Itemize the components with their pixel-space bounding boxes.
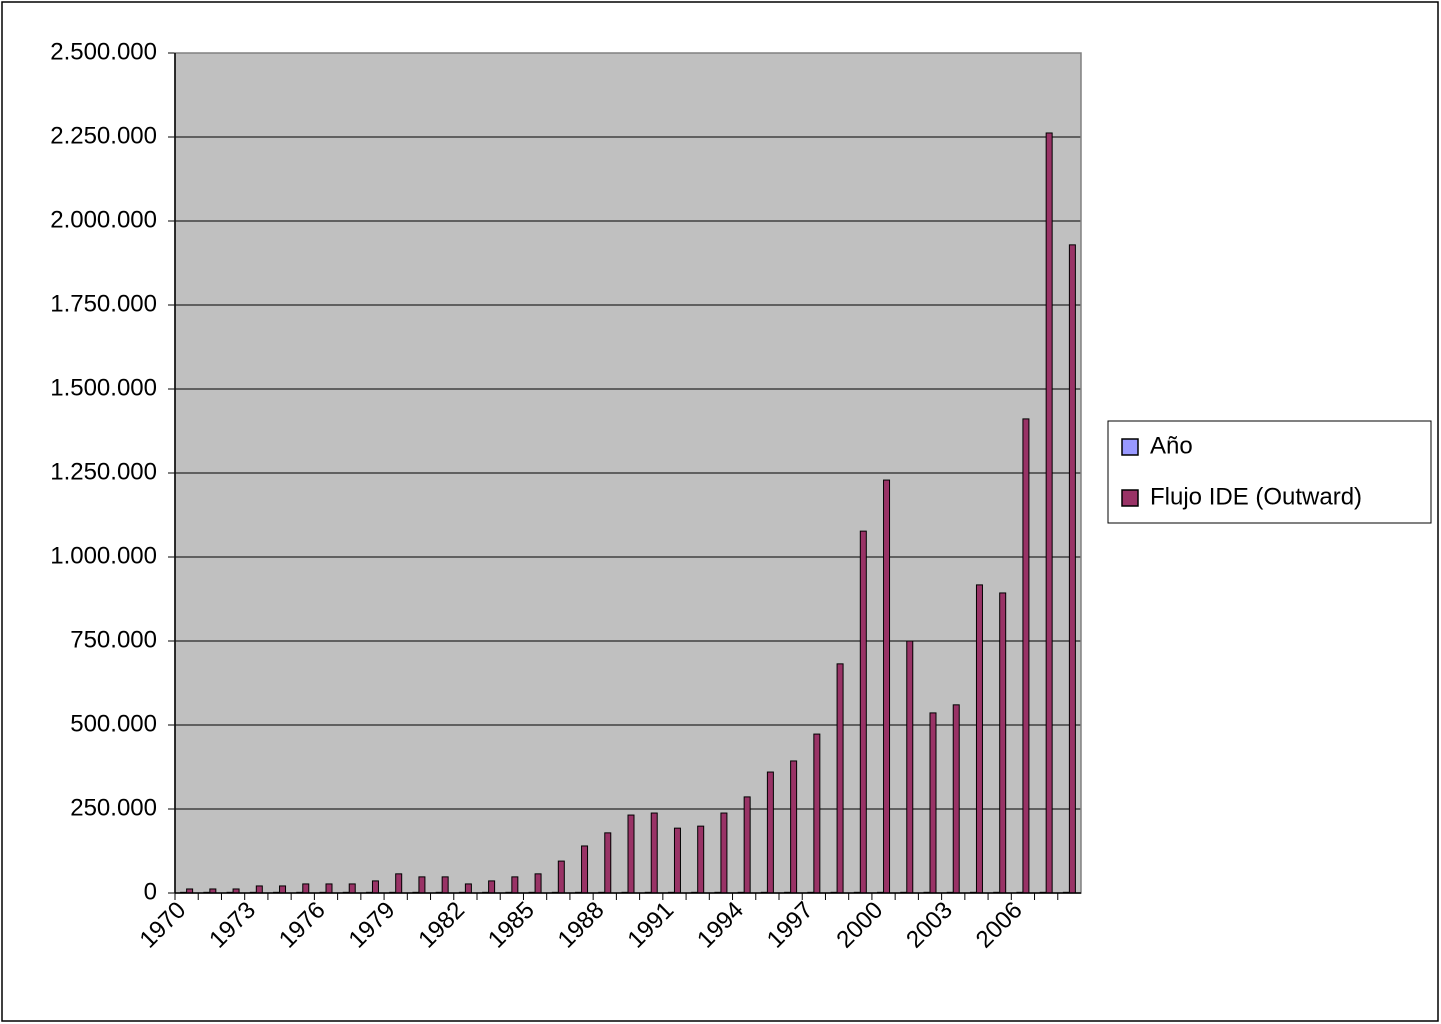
legend-swatch bbox=[1121, 489, 1139, 507]
legend-swatch bbox=[1121, 438, 1139, 456]
bar bbox=[952, 704, 960, 894]
bar bbox=[790, 760, 798, 894]
y-tick-label: 2.000.000 bbox=[50, 206, 157, 233]
bar bbox=[859, 530, 867, 894]
bar bbox=[604, 832, 612, 894]
legend-label: Flujo IDE (Outward) bbox=[1150, 483, 1362, 510]
legend-box bbox=[1107, 420, 1432, 524]
y-tick-label: 1.000.000 bbox=[50, 542, 157, 569]
bar bbox=[1022, 418, 1030, 894]
bar bbox=[743, 796, 751, 894]
bar bbox=[1068, 244, 1076, 894]
bar bbox=[836, 663, 844, 894]
bar bbox=[279, 885, 287, 894]
bar bbox=[464, 883, 472, 894]
y-tick-label: 500.000 bbox=[70, 710, 157, 737]
bar bbox=[999, 592, 1007, 894]
legend-label: Año bbox=[1150, 432, 1193, 459]
bar bbox=[906, 640, 914, 894]
bar bbox=[534, 873, 542, 894]
bar bbox=[697, 825, 705, 894]
bar bbox=[511, 876, 519, 894]
bar bbox=[348, 883, 356, 894]
bar bbox=[325, 883, 333, 894]
bar bbox=[1045, 132, 1053, 894]
bar bbox=[929, 712, 937, 894]
bar bbox=[255, 885, 263, 894]
bar bbox=[720, 812, 728, 894]
y-tick-label: 2.250.000 bbox=[50, 122, 157, 149]
bar bbox=[581, 845, 589, 894]
bar bbox=[557, 860, 565, 894]
bar bbox=[975, 584, 983, 894]
bar bbox=[673, 827, 681, 894]
bar bbox=[418, 876, 426, 894]
y-tick-label: 750.000 bbox=[70, 626, 157, 653]
y-tick-label: 1.500.000 bbox=[50, 374, 157, 401]
bar bbox=[813, 733, 821, 894]
y-tick-label: 1.750.000 bbox=[50, 290, 157, 317]
y-tick-label: 0 bbox=[144, 878, 157, 905]
bar bbox=[488, 880, 496, 894]
bar bbox=[766, 771, 774, 894]
y-tick-label: 250.000 bbox=[70, 794, 157, 821]
y-tick-label: 1.250.000 bbox=[50, 458, 157, 485]
y-tick-label: 2.500.000 bbox=[50, 38, 157, 65]
bar bbox=[371, 880, 379, 894]
bar bbox=[627, 814, 635, 894]
bar bbox=[302, 883, 310, 894]
bar bbox=[441, 876, 449, 894]
bar bbox=[650, 812, 658, 894]
bar bbox=[395, 873, 403, 894]
bar bbox=[883, 479, 891, 894]
